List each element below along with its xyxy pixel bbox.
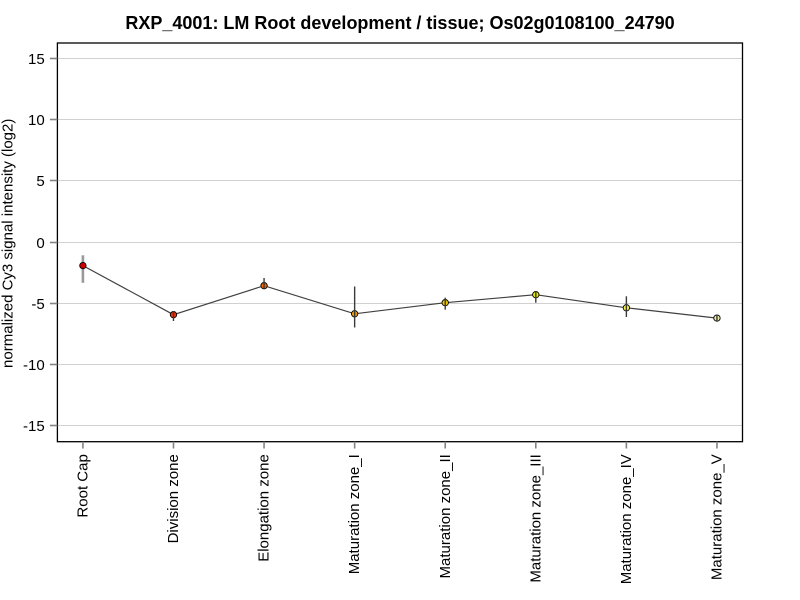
svg-text:RXP_4001: LM Root development: RXP_4001: LM Root development / tissue; … — [125, 13, 674, 33]
svg-text:Maturation zone_II: Maturation zone_II — [437, 454, 454, 578]
svg-text:0: 0 — [36, 235, 44, 252]
svg-text:Maturation zone_IV: Maturation zone_IV — [618, 454, 635, 584]
svg-text:Maturation zone_I: Maturation zone_I — [346, 454, 363, 574]
svg-text:5: 5 — [36, 173, 44, 190]
svg-text:Maturation zone_III: Maturation zone_III — [527, 454, 544, 582]
svg-text:Root Cap: Root Cap — [75, 454, 92, 517]
svg-text:Elongation zone: Elongation zone — [256, 454, 273, 562]
svg-text:Division zone: Division zone — [165, 454, 182, 543]
svg-text:10: 10 — [28, 112, 45, 129]
svg-text:Maturation zone_V: Maturation zone_V — [709, 454, 726, 580]
svg-text:normalized Cy3 signal intensit: normalized Cy3 signal intensity (log2) — [0, 119, 16, 368]
svg-text:-10: -10 — [23, 357, 45, 374]
svg-text:15: 15 — [28, 51, 45, 68]
svg-text:-15: -15 — [23, 418, 45, 435]
svg-text:-5: -5 — [31, 296, 44, 313]
